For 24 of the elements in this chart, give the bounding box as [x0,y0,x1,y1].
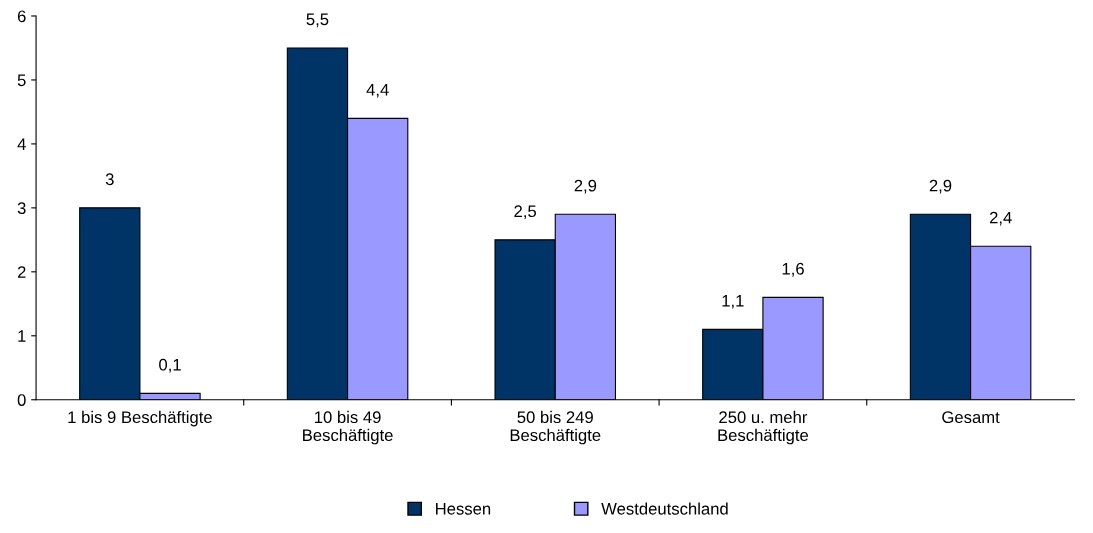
data-label: 2,5 [514,205,537,220]
data-label: 2,9 [574,179,597,194]
data-label: 1,6 [782,262,804,277]
y-tick-label: 4 [17,138,26,150]
x-tick-label: 1 bis 9 Beschäftigte [68,410,212,427]
data-label: 1,1 [722,295,744,309]
y-tick-label: 2 [17,266,26,278]
y-tick-label: 3 [17,202,26,215]
data-label: 3 [105,173,114,186]
legend-label: Hessen [436,503,491,515]
y-tick-label: 0 [17,394,26,406]
y-tick-label: 5 [17,74,26,87]
y-tick-label: 1 [18,330,26,342]
x-tick-label: Gesamt [942,411,1000,424]
data-label: 2,4 [989,211,1012,226]
legend-label: Westdeutschland [601,502,728,515]
data-label: 5,5 [306,13,329,28]
y-tick-label: 6 [17,10,26,23]
data-label: 0,1 [159,358,181,373]
data-label: 4,4 [366,83,389,98]
x-tick-label: 250 u. mehr Beschäftigte [718,410,809,445]
x-tick-label: 10 bis 49 Beschäftigte [303,410,393,445]
data-label: 2,9 [929,179,952,194]
x-tick-label: 50 bis 249 Beschäftigte [510,410,601,445]
